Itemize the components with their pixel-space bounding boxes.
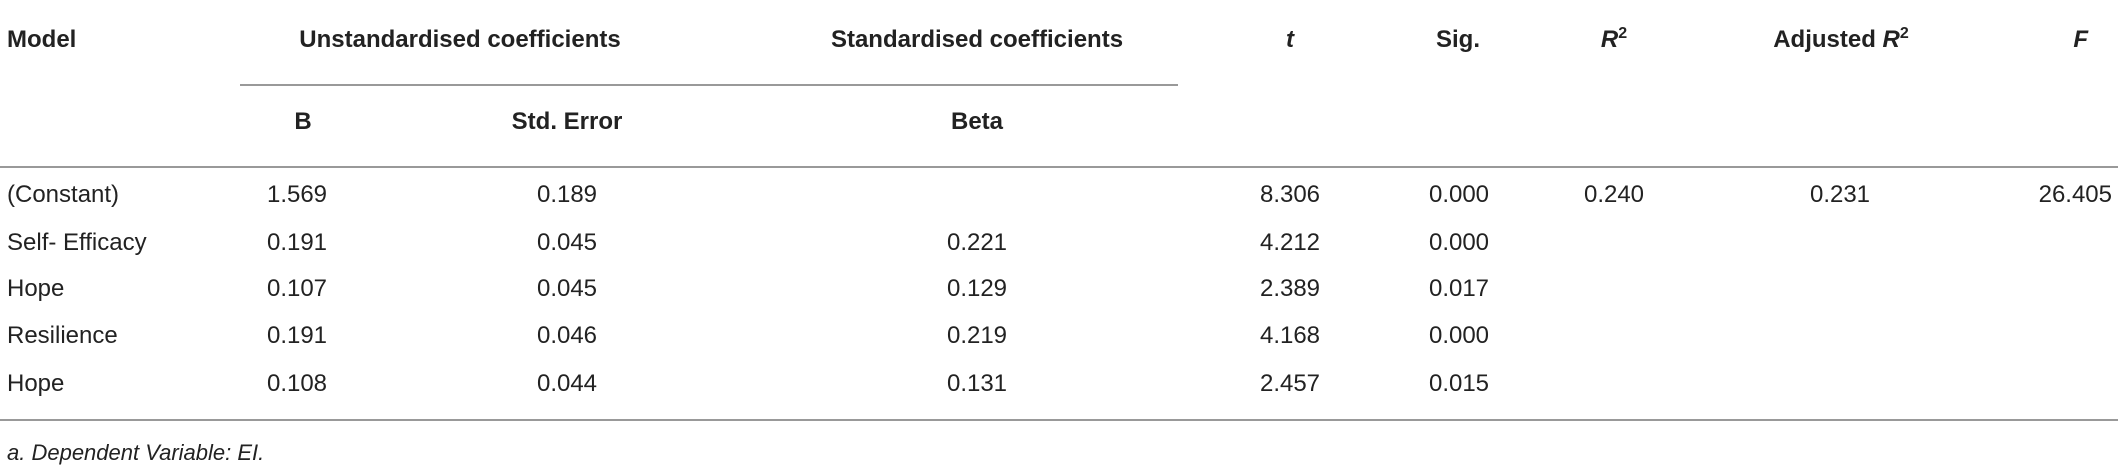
cell: 0.000 bbox=[1428, 181, 1490, 208]
cell: 0.129 bbox=[946, 275, 1008, 302]
footnote: a. Dependent Variable: EI. bbox=[7, 440, 265, 465]
cell: 1.569 bbox=[266, 181, 328, 208]
header-adj-r2: Adjusted R2 bbox=[1773, 25, 1909, 55]
adj-base: R bbox=[1882, 26, 1900, 53]
header-std: Standardised coefficients bbox=[830, 26, 1124, 53]
adj-sup: 2 bbox=[1899, 25, 1909, 42]
cell: 4.212 bbox=[1259, 229, 1321, 256]
header-r2: R2 bbox=[1601, 25, 1627, 55]
header-rule bbox=[0, 166, 2118, 168]
r2-sup: 2 bbox=[1618, 25, 1628, 42]
adj-prefix: Adjusted bbox=[1773, 26, 1876, 53]
header-t: t bbox=[1286, 26, 1294, 53]
cell: 0.015 bbox=[1428, 370, 1490, 397]
group-rule bbox=[240, 84, 1178, 86]
cell: 0.107 bbox=[266, 275, 328, 302]
header-se: Std. Error bbox=[511, 108, 623, 135]
header-model: Model bbox=[7, 26, 77, 53]
r2-base: R bbox=[1600, 26, 1619, 53]
cell: 0.191 bbox=[266, 229, 328, 256]
cell: 0.000 bbox=[1428, 322, 1490, 349]
header-b: B bbox=[294, 108, 312, 135]
row-label: (Constant) bbox=[7, 181, 120, 208]
header-sig: Sig. bbox=[1435, 26, 1481, 53]
bottom-rule bbox=[0, 419, 2118, 421]
cell: 2.457 bbox=[1259, 370, 1321, 397]
header-beta: Beta bbox=[950, 108, 1004, 135]
cell: 0.191 bbox=[266, 322, 328, 349]
row-label: Hope bbox=[7, 275, 65, 302]
cell: 0.044 bbox=[536, 370, 598, 397]
cell: 0.240 bbox=[1583, 181, 1645, 208]
cell: 0.131 bbox=[946, 370, 1008, 397]
cell: 8.306 bbox=[1259, 181, 1321, 208]
cell: 0.231 bbox=[1809, 181, 1871, 208]
cell: 26.405 bbox=[2038, 181, 2112, 208]
cell: 0.219 bbox=[946, 322, 1008, 349]
cell: 4.168 bbox=[1259, 322, 1321, 349]
header-unstd: Unstandardised coefficients bbox=[299, 26, 621, 53]
header-f: F bbox=[2073, 26, 2088, 53]
cell: 0.017 bbox=[1428, 275, 1490, 302]
cell: 0.221 bbox=[946, 229, 1008, 256]
cell: 0.108 bbox=[266, 370, 328, 397]
row-label: Hope bbox=[7, 370, 65, 397]
row-label: Resilience bbox=[7, 322, 118, 349]
cell: 0.045 bbox=[536, 229, 598, 256]
row-label: Self- Efficacy bbox=[7, 229, 147, 256]
cell: 2.389 bbox=[1259, 275, 1321, 302]
cell: 0.046 bbox=[536, 322, 598, 349]
cell: 0.189 bbox=[536, 181, 598, 208]
cell: 0.045 bbox=[536, 275, 598, 302]
cell: 0.000 bbox=[1428, 229, 1490, 256]
